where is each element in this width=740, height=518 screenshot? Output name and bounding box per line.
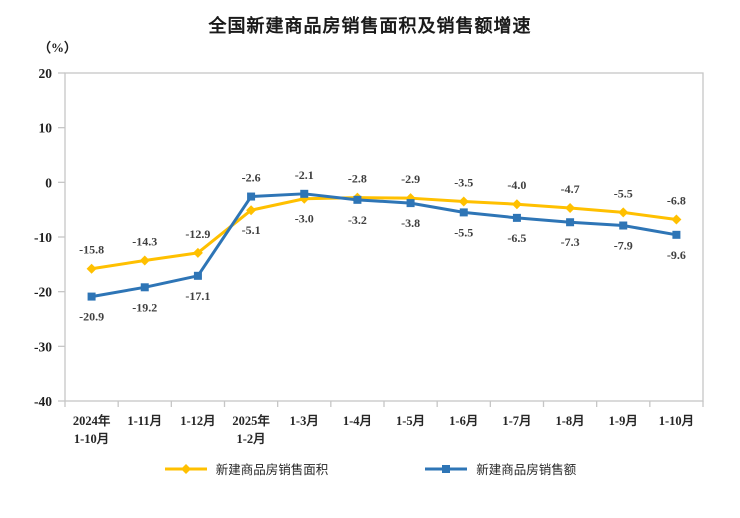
sales-amount-data-label: -7.9 bbox=[614, 239, 633, 253]
sales-area-marker bbox=[618, 207, 629, 218]
x-axis-category-label: 1-9月 bbox=[609, 414, 638, 428]
sales-amount-marker bbox=[406, 199, 415, 208]
sales-area-data-label: -12.9 bbox=[185, 227, 210, 241]
x-axis-category-label: 1-11月 bbox=[127, 414, 162, 428]
sales-amount-marker bbox=[619, 221, 628, 230]
sales-amount-marker bbox=[459, 208, 468, 217]
sales-area-swatch-marker bbox=[180, 463, 191, 474]
x-axis-category-label: 1-3月 bbox=[290, 414, 319, 428]
sales-area-marker bbox=[192, 247, 203, 258]
y-axis-tick-label: 10 bbox=[39, 121, 53, 136]
sales-amount-line-swatch bbox=[425, 464, 468, 473]
sales-area-data-label: -2.8 bbox=[348, 172, 367, 186]
sales-amount-marker bbox=[140, 283, 149, 292]
sales-amount-data-label: -2.6 bbox=[242, 171, 261, 185]
sales-amount-marker bbox=[193, 271, 202, 280]
sales-amount-marker bbox=[247, 192, 256, 201]
y-axis-tick-label: -20 bbox=[34, 285, 52, 300]
sales-area-data-label: -3.5 bbox=[454, 175, 473, 189]
sales-area-marker bbox=[511, 199, 522, 210]
sales-amount-data-label: -7.3 bbox=[561, 235, 580, 249]
sales-area-marker bbox=[565, 203, 576, 214]
x-axis-category-label: 1-8月 bbox=[555, 414, 584, 428]
sales-area-data-label: -3.0 bbox=[295, 212, 314, 226]
legend-label-sales-amount: 新建商品房销售额 bbox=[476, 463, 577, 477]
series-sales-area: -15.8 -14.3 -12.9 -5.1 -3.0 -2.8 -2.9 -3.5 -4.0 -… bbox=[79, 172, 686, 274]
plot-border bbox=[64, 72, 704, 402]
y-axis-tick-label: -10 bbox=[34, 230, 52, 245]
x-axis-category-label: 1-4月 bbox=[343, 414, 372, 428]
x-axis-category-label: 2025年 bbox=[232, 413, 270, 428]
sales-area-marker bbox=[671, 214, 682, 225]
x-axis-category-label: 1-2月 bbox=[236, 432, 265, 446]
y-axis-tick-label: 20 bbox=[39, 66, 53, 81]
sales-amount-data-label: -9.6 bbox=[667, 248, 686, 262]
sales-area-marker bbox=[246, 205, 257, 216]
sales-amount-marker bbox=[353, 195, 362, 204]
sales-area-data-label: -2.9 bbox=[401, 172, 420, 186]
sales-amount-data-label: -2.1 bbox=[295, 168, 314, 182]
sales-amount-swatch-marker bbox=[442, 464, 451, 473]
legend-label-sales-area: 新建商品房销售面积 bbox=[215, 463, 329, 477]
sales-area-data-label: -5.5 bbox=[614, 186, 633, 200]
x-axis-category-label: 1-10月 bbox=[659, 414, 694, 428]
sales-area-data-label: -4.0 bbox=[507, 178, 526, 192]
sales-amount-marker bbox=[300, 189, 309, 198]
x-axis-category-label: 1-6月 bbox=[449, 414, 478, 428]
sales-area-data-label: -6.8 bbox=[667, 194, 686, 208]
legend-item-sales-amount: 新建商品房销售额 bbox=[424, 459, 576, 478]
sales-amount-data-label: -19.2 bbox=[132, 300, 157, 314]
chart-title: 全国新建商品房销售面积及销售额增速 bbox=[208, 16, 532, 36]
x-axis-category-label: 2024年 bbox=[73, 413, 111, 428]
x-axis-category-label: 1-5月 bbox=[396, 414, 425, 428]
sales-area-data-label: -15.8 bbox=[79, 243, 104, 257]
sales-amount-line bbox=[90, 192, 678, 299]
sales-amount-data-label: -3.8 bbox=[401, 216, 420, 230]
y-axis-unit-label: （%） bbox=[38, 40, 78, 55]
x-axis-category-label: 1-7月 bbox=[502, 414, 531, 428]
sales-amount-marker bbox=[512, 213, 521, 222]
sales-amount-data-label: -17.1 bbox=[185, 289, 210, 303]
sales-area-marker bbox=[139, 255, 150, 266]
series-sales-amount: -20.9-19.2-17.1-2.6 -2.1-3.2 -3.8-5.5 -6.5-… bbox=[79, 168, 686, 324]
sales-amount-marker bbox=[87, 292, 96, 301]
sales-amount-marker bbox=[672, 230, 681, 239]
y-axis-tick-label: -40 bbox=[34, 394, 52, 409]
sales-amount-marker bbox=[566, 218, 575, 227]
sales-area-line bbox=[90, 196, 678, 271]
sales-amount-data-label: -6.5 bbox=[507, 231, 526, 245]
sales-amount-data-label: -5.5 bbox=[454, 225, 473, 239]
x-axis-category-label: 1-12月 bbox=[180, 414, 215, 428]
sales-amount-data-label: -3.2 bbox=[348, 213, 367, 227]
sales-area-marker bbox=[458, 196, 469, 207]
sales-area-data-label: -4.7 bbox=[561, 182, 580, 196]
sales-area-data-label: -5.1 bbox=[242, 223, 261, 237]
sales-area-line-swatch bbox=[164, 463, 207, 474]
sales-area-marker bbox=[86, 263, 97, 274]
legend-item-sales-area: 新建商品房销售面积 bbox=[164, 459, 329, 478]
y-axis-tick-label: 0 bbox=[45, 175, 52, 190]
sales-area-data-label: -14.3 bbox=[132, 235, 157, 249]
y-axis-tick-label: -30 bbox=[34, 339, 52, 354]
x-axis-category-label: 1-10月 bbox=[74, 432, 109, 446]
sales-amount-data-label: -20.9 bbox=[79, 310, 104, 324]
chart-legend: 新建商品房销售面积 新建商品房销售额 bbox=[0, 459, 740, 478]
